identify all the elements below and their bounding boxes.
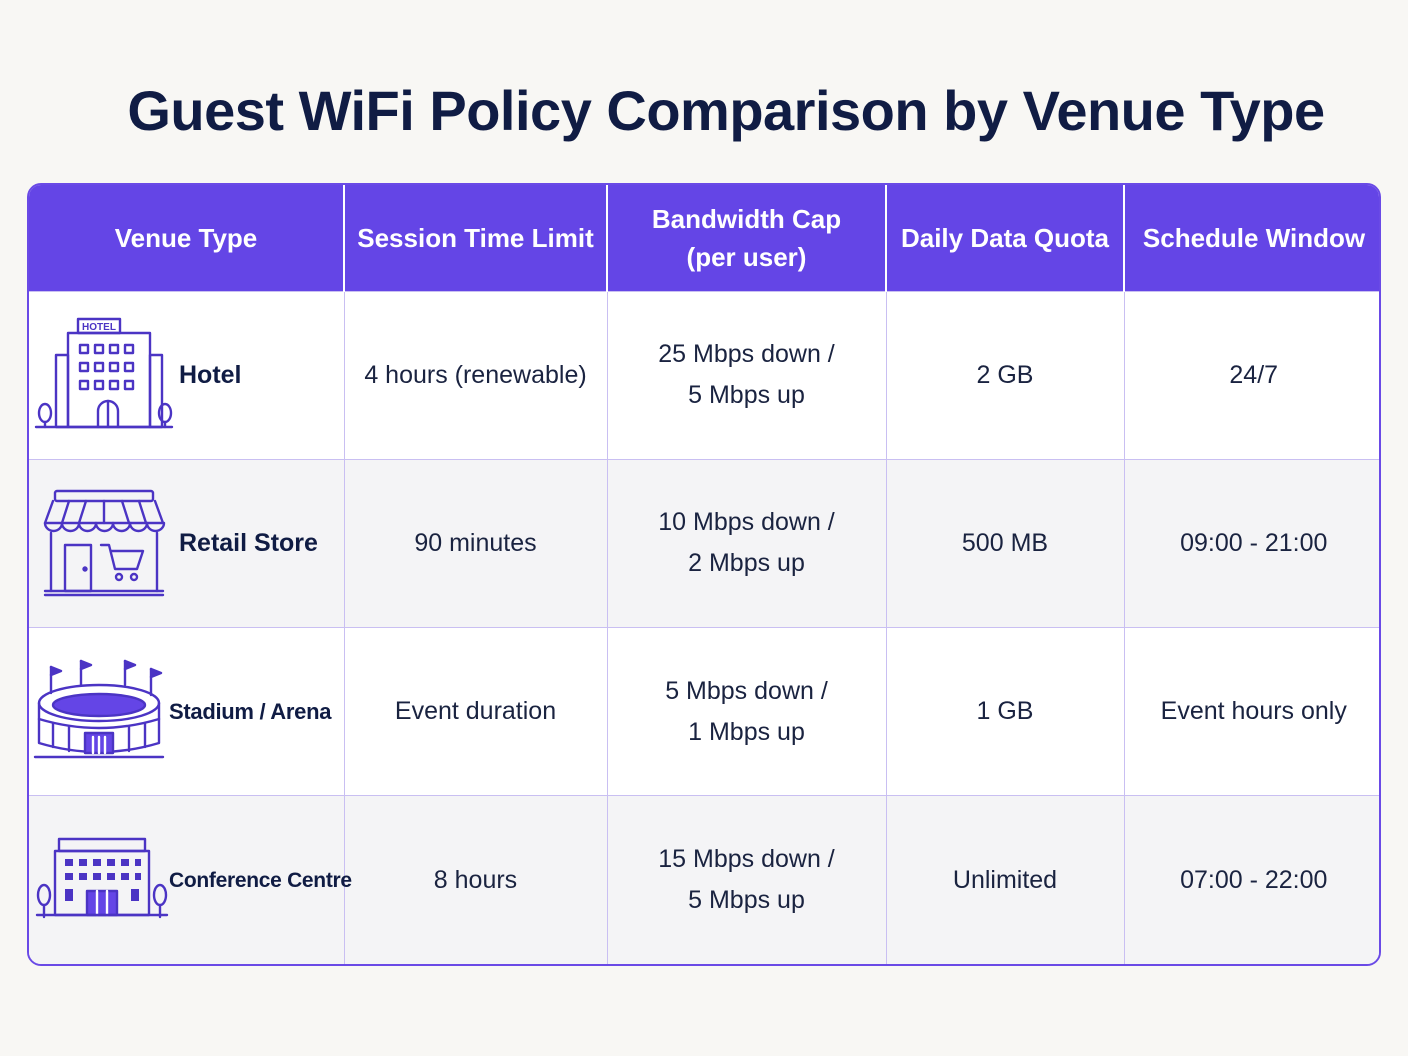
conference-centre-icon <box>29 815 169 945</box>
retail-store-icon <box>29 478 179 608</box>
venue-name: Stadium / Arena <box>169 699 332 725</box>
table-row: HOTEL <box>29 290 1379 460</box>
schedule-window-cell: 24/7 <box>1123 290 1379 460</box>
column-header-bandwidth-cap: Bandwidth Cap (per user) <box>606 185 886 291</box>
column-header-bandwidth-line: (per user) <box>686 241 807 272</box>
bandwidth-line: 25 Mbps down / <box>658 340 835 369</box>
bandwidth-line: 5 Mbps up <box>688 381 805 410</box>
session-time-limit-cell: 4 hours (renewable) <box>343 290 607 460</box>
column-header-bandwidth-line: Bandwidth Cap <box>651 203 842 234</box>
venue-name: Hotel <box>179 360 242 389</box>
daily-data-quota-cell: 2 GB <box>885 290 1124 460</box>
column-header-venue-type: Venue Type <box>29 185 344 291</box>
session-time-limit-cell: Event duration <box>343 626 607 796</box>
hotel-sign-text: HOTEL <box>82 322 116 333</box>
bandwidth-line: 5 Mbps up <box>688 886 805 915</box>
hotel-building-icon: HOTEL <box>29 310 179 440</box>
venue-cell: Stadium / Arena <box>29 626 344 796</box>
bandwidth-cap-cell: 15 Mbps down / 5 Mbps up <box>606 795 886 964</box>
schedule-window-cell: 07:00 - 22:00 <box>1123 795 1379 964</box>
column-header-schedule-window: Schedule Window <box>1123 185 1379 291</box>
bandwidth-line: 1 Mbps up <box>688 717 805 746</box>
session-time-limit-cell: 90 minutes <box>343 458 607 628</box>
daily-data-quota-cell: 500 MB <box>885 458 1124 628</box>
bandwidth-cap-cell: 10 Mbps down / 2 Mbps up <box>606 458 886 628</box>
daily-data-quota-cell: Unlimited <box>885 795 1124 964</box>
bandwidth-line: 10 Mbps down / <box>658 508 835 537</box>
column-header-daily-data-quota: Daily Data Quota <box>885 185 1124 291</box>
table-row: Retail Store 90 minutes 10 Mbps down / 2… <box>29 458 1379 628</box>
bandwidth-line: 5 Mbps down / <box>665 676 828 705</box>
page-title: Guest WiFi Policy Comparison by Venue Ty… <box>127 79 1325 142</box>
venue-cell: HOTEL <box>29 290 344 460</box>
venue-cell: Retail Store <box>29 458 344 628</box>
bandwidth-line: 2 Mbps up <box>688 549 805 578</box>
venue-name: Retail Store <box>179 528 318 557</box>
table-header-row: Venue Type Session Time Limit Bandwidth … <box>29 185 1379 291</box>
policy-comparison-table: Venue Type Session Time Limit Bandwidth … <box>27 183 1381 966</box>
venue-cell: Conference Centre <box>29 795 352 964</box>
bandwidth-line: 15 Mbps down / <box>658 845 835 874</box>
column-header-session-time-limit: Session Time Limit <box>343 185 607 291</box>
venue-name: Conference Centre <box>169 868 352 892</box>
table-row: Stadium / Arena Event duration 5 Mbps do… <box>29 626 1379 796</box>
schedule-window-cell: Event hours only <box>1123 626 1379 796</box>
daily-data-quota-cell: 1 GB <box>885 626 1124 796</box>
schedule-window-cell: 09:00 - 21:00 <box>1123 458 1379 628</box>
table-row: Conference Centre 8 hours 15 Mbps down /… <box>29 795 1379 964</box>
session-time-limit-cell: 8 hours <box>343 795 607 964</box>
bandwidth-cap-cell: 25 Mbps down / 5 Mbps up <box>606 290 886 460</box>
bandwidth-cap-cell: 5 Mbps down / 1 Mbps up <box>606 626 886 796</box>
stadium-icon <box>29 647 169 777</box>
